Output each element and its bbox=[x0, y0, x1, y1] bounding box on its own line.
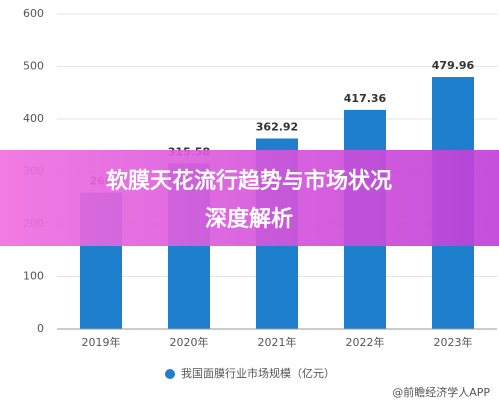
value-label: 479.96 bbox=[432, 59, 475, 72]
legend-swatch bbox=[165, 369, 175, 379]
banner-line: 软膜天花流行趋势与市场状况 bbox=[106, 168, 392, 194]
y-tick-label: 500 bbox=[23, 60, 44, 73]
banner-bg bbox=[0, 150, 499, 246]
x-tick-label: 2021年 bbox=[258, 335, 297, 349]
x-tick-label: 2019年 bbox=[82, 335, 121, 349]
y-tick-label: 0 bbox=[37, 322, 44, 335]
y-tick-label: 400 bbox=[23, 112, 44, 125]
source: @前瞻经济学人APP bbox=[392, 385, 490, 399]
x-tick-label: 2023年 bbox=[434, 335, 473, 349]
value-label: 362.92 bbox=[256, 120, 298, 133]
value-label: 417.36 bbox=[344, 92, 387, 105]
y-tick-label: 600 bbox=[23, 7, 44, 20]
banner-line: 深度解析 bbox=[205, 206, 293, 232]
legend-label: 我国面膜行业市场规模（亿元） bbox=[181, 366, 335, 380]
y-tick-label: 100 bbox=[23, 270, 44, 283]
x-tick-label: 2020年 bbox=[170, 335, 209, 349]
x-tick-label: 2022年 bbox=[346, 335, 385, 349]
